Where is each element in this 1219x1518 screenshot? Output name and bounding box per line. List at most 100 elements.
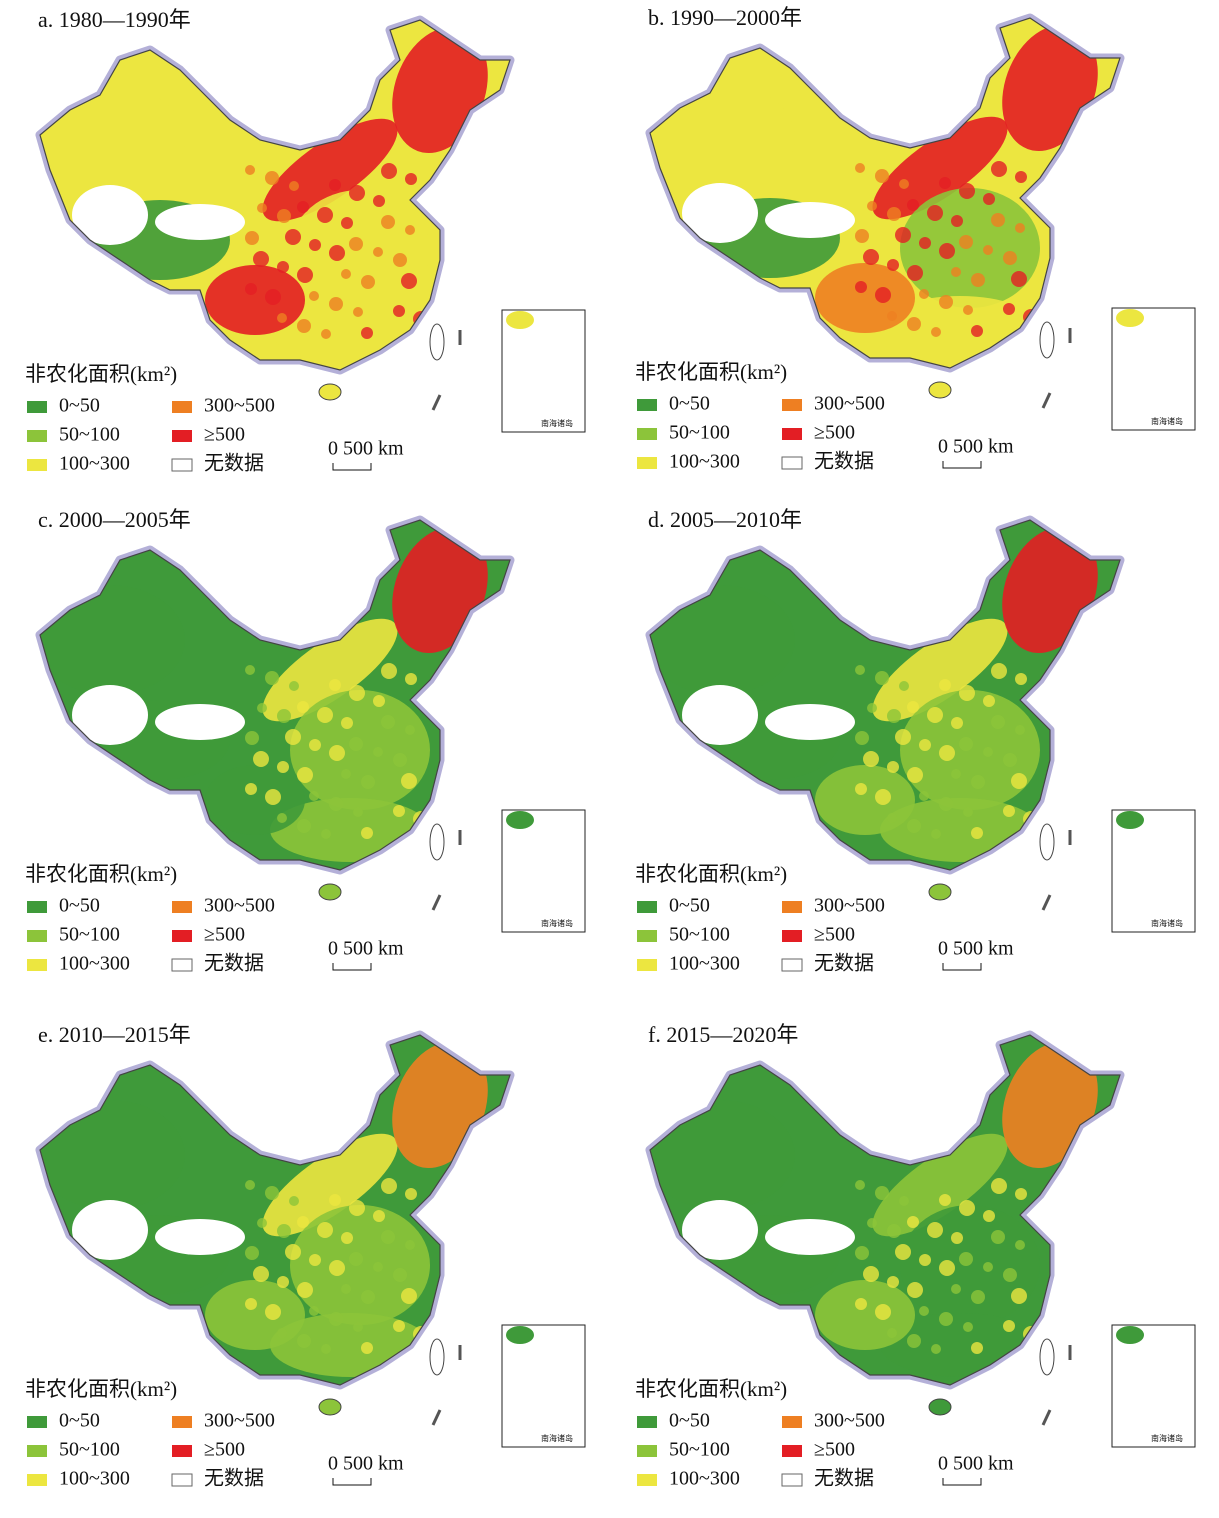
map-region	[205, 265, 305, 335]
legend-swatch	[172, 930, 192, 942]
map-patch	[253, 1266, 269, 1282]
map-patch	[855, 665, 865, 675]
map-region	[40, 85, 185, 195]
map-patch	[895, 729, 911, 745]
map-patch	[907, 199, 919, 211]
inset-box	[1111, 307, 1196, 431]
legend-label: ≥500	[814, 1439, 855, 1461]
map-patch	[951, 1232, 963, 1244]
legend-swatch	[172, 1416, 192, 1428]
map-patch	[959, 737, 973, 751]
no-data-area	[155, 1219, 245, 1255]
map-patch	[297, 1282, 313, 1298]
map-patch	[353, 307, 363, 317]
legend-label: 300~500	[814, 393, 885, 415]
map-patch	[277, 209, 291, 223]
map-patch	[329, 179, 341, 191]
inset-land	[506, 811, 534, 829]
map-outline	[39, 519, 511, 871]
map-patch	[361, 327, 373, 339]
map-patch	[983, 193, 995, 205]
taiwan	[429, 1338, 445, 1376]
map-patch	[405, 1188, 417, 1200]
map-patch	[971, 775, 985, 789]
map-patch	[361, 1342, 373, 1354]
map-patch	[959, 1252, 973, 1266]
legend-title: 非农化面积(km²)	[635, 862, 787, 886]
legend-swatch	[27, 930, 47, 942]
map-patch	[855, 229, 869, 243]
legend-title: 非农化面积(km²)	[25, 1377, 177, 1401]
map-patch	[855, 1298, 867, 1310]
legend-swatch	[637, 959, 657, 971]
legend-label: 0~50	[669, 393, 710, 415]
map-patch	[309, 291, 319, 301]
map-patch	[939, 1194, 951, 1206]
map-patch	[919, 1306, 929, 1316]
map-outline	[649, 519, 1121, 871]
map-patch	[285, 729, 301, 745]
legend-swatch	[637, 930, 657, 942]
legend-swatch	[171, 458, 193, 472]
inset-box	[501, 309, 586, 433]
map-patch	[349, 1252, 363, 1266]
map-patch	[1003, 1268, 1017, 1282]
map-patch	[983, 695, 995, 707]
no-data-area	[155, 704, 245, 740]
no-data-area	[682, 1200, 758, 1260]
map-patch	[245, 283, 257, 295]
map-patch	[951, 717, 963, 729]
legend-label: ≥500	[814, 422, 855, 444]
scale-label: 0 500 km	[938, 436, 1014, 458]
map-patch	[329, 1194, 341, 1206]
map-patch	[963, 807, 973, 817]
scale-label: 0 500 km	[938, 938, 1014, 960]
map-patch	[373, 1210, 385, 1222]
map-patch	[863, 249, 879, 265]
map-patch	[309, 739, 321, 751]
legend-swatch	[637, 901, 657, 913]
map-patch	[373, 195, 385, 207]
map-patch	[939, 1260, 955, 1276]
map-patch	[1015, 1188, 1027, 1200]
map-patch	[887, 311, 897, 321]
legend-label: 0~50	[669, 1410, 710, 1432]
map-patch	[265, 671, 279, 685]
map-patch	[951, 1284, 961, 1294]
map-patch	[867, 703, 877, 713]
map-patch	[373, 1262, 383, 1272]
scale-label: 0 500 km	[938, 1453, 1014, 1475]
map-fill	[40, 20, 510, 370]
map-patch	[931, 829, 941, 839]
map-patch	[875, 789, 891, 805]
map-patch	[257, 1218, 267, 1228]
map-patch	[317, 707, 333, 723]
map-patch	[381, 663, 397, 679]
map-region	[815, 263, 915, 333]
map-patch	[971, 273, 985, 287]
map-patch	[265, 1304, 281, 1320]
map-patch	[895, 227, 911, 243]
map-patch	[317, 207, 333, 223]
legend-label: 0~50	[59, 395, 100, 417]
map-patch	[405, 225, 415, 235]
panel-title: c. 2000—2005年	[38, 507, 191, 532]
map-patch	[329, 297, 343, 311]
map-patch	[887, 207, 901, 221]
map-patch	[863, 1266, 879, 1282]
map-fill	[40, 1035, 510, 1385]
map-patch	[265, 289, 281, 305]
legend-label: ≥500	[814, 924, 855, 946]
legend-label: 无数据	[204, 952, 264, 975]
map-patch	[887, 709, 901, 723]
scale-bar	[332, 463, 372, 471]
map-region	[205, 765, 305, 835]
inset-label: 南海诸岛	[541, 1433, 573, 1443]
scale-bar	[942, 963, 982, 971]
map-patch	[277, 1328, 287, 1338]
dash-line	[1041, 1409, 1052, 1426]
map-patch	[349, 685, 365, 701]
map-patch	[1011, 773, 1027, 789]
taiwan	[1039, 321, 1055, 359]
